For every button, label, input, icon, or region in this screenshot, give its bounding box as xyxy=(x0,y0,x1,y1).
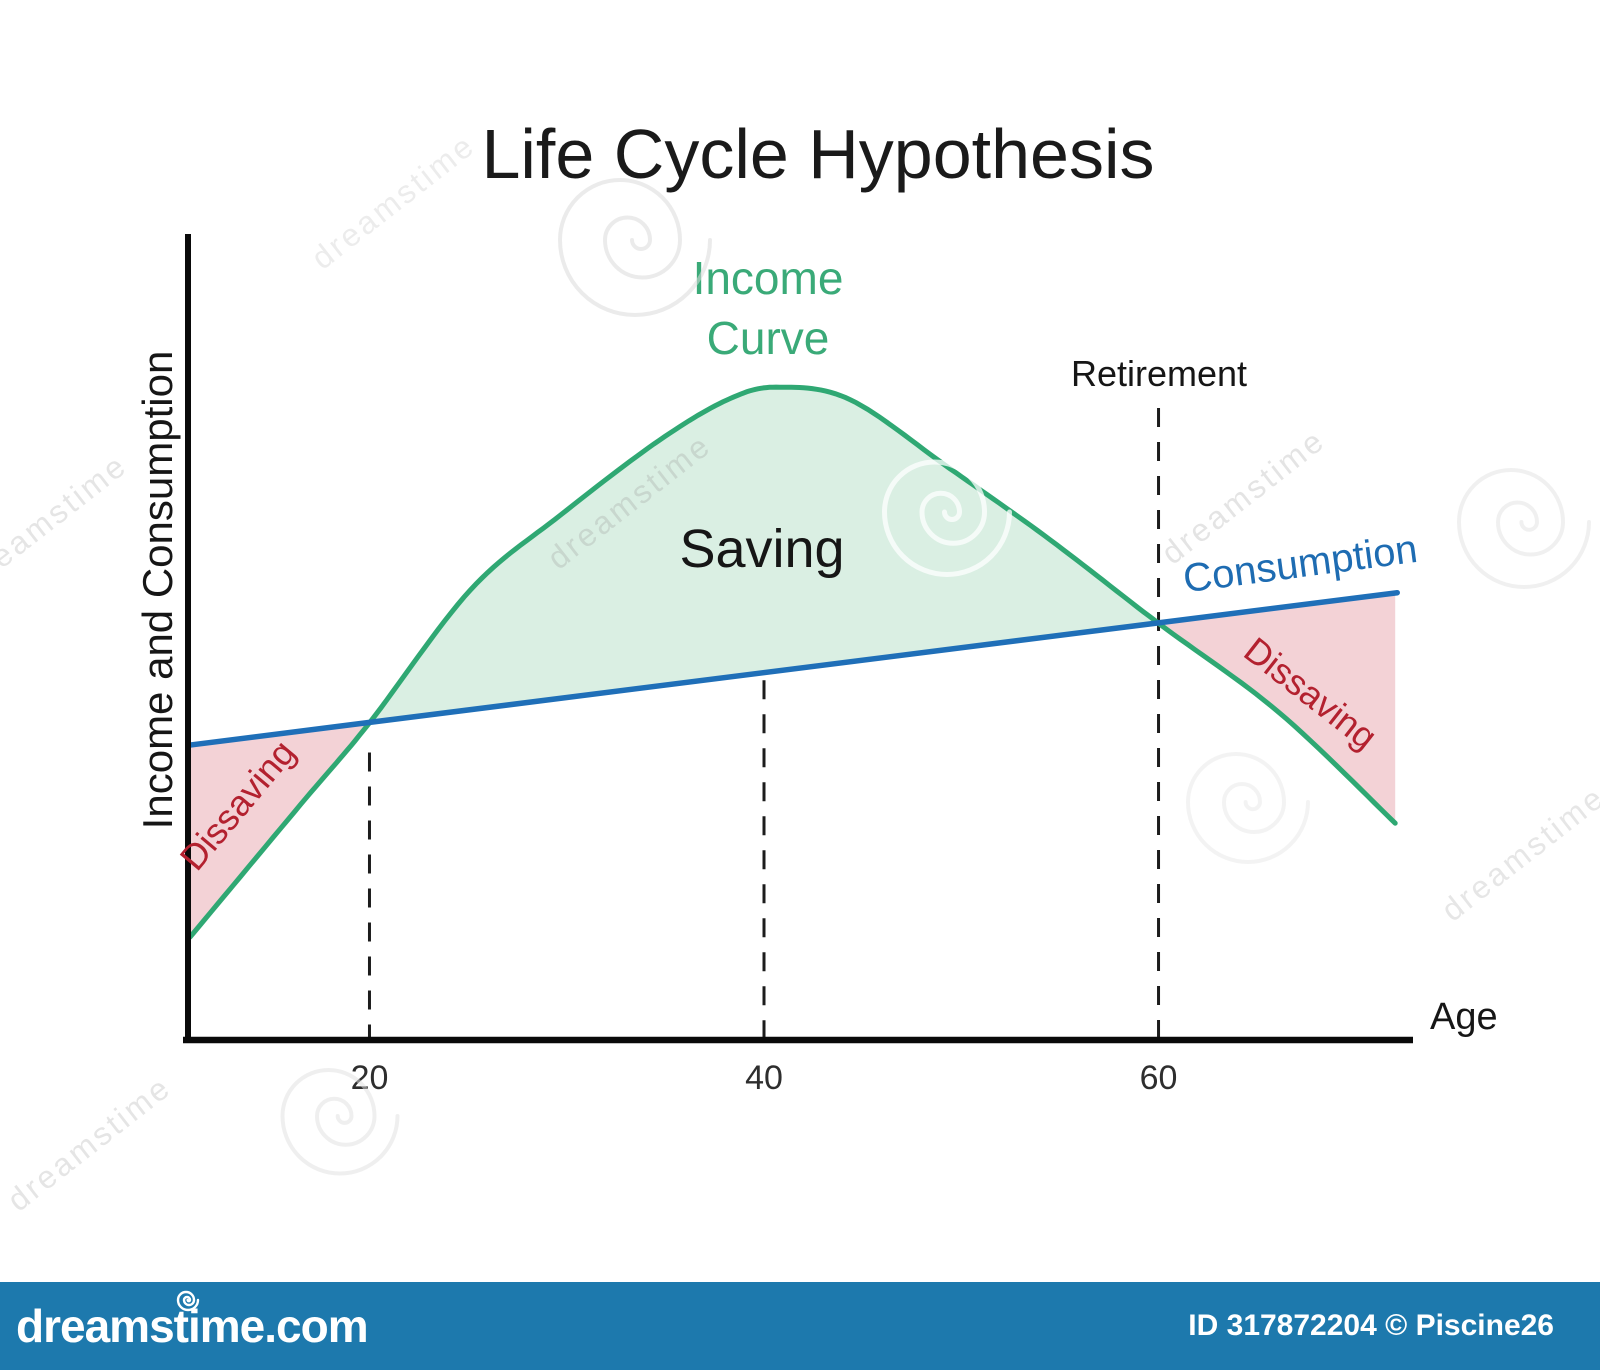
income-curve-label-line1: Income xyxy=(693,252,844,304)
x-tick-label: 60 xyxy=(1140,1059,1178,1097)
dreamstime-logo: dreamstime.com xyxy=(16,1282,369,1370)
watermark-spiral-icon xyxy=(1188,754,1308,862)
y-axis-label: Income and Consumption xyxy=(134,351,181,830)
watermark-spiral-icon xyxy=(560,180,710,315)
plot-area: 20 40 60 xyxy=(183,234,1413,1097)
watermark-text: dreamstime xyxy=(0,1068,178,1218)
chart-title: Life Cycle Hypothesis xyxy=(481,115,1154,193)
watermark-text: dreamstime xyxy=(1434,778,1600,928)
watermark-spiral-icon xyxy=(1459,470,1589,587)
watermark-text: dreamstime xyxy=(304,126,482,276)
x-tick-label: 40 xyxy=(745,1059,783,1097)
retirement-label: Retirement xyxy=(1071,353,1247,394)
watermark-text: dreamstime xyxy=(0,446,134,596)
consumption-line xyxy=(185,589,1400,749)
saving-region xyxy=(369,387,1159,723)
x-axis-label: Age xyxy=(1430,996,1498,1038)
income-curve-line xyxy=(187,384,1398,940)
saving-region-label: Saving xyxy=(679,519,844,579)
watermark-bar: dreamstime.com ID 317872204 © Piscine26 xyxy=(0,1282,1600,1370)
income-curve-label-line2: Curve xyxy=(707,312,830,364)
dreamstime-logo-spiral-icon xyxy=(177,1291,199,1311)
image-credit: ID 317872204 © Piscine26 xyxy=(1188,1309,1554,1342)
